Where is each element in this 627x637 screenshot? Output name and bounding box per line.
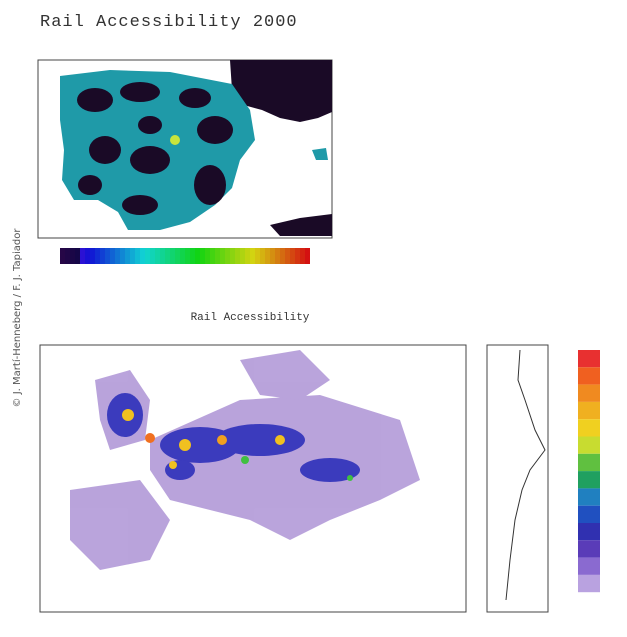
- color-swatch: [190, 248, 195, 264]
- color-swatch: [170, 248, 175, 264]
- color-swatch: [240, 248, 245, 264]
- color-swatch: [225, 248, 230, 264]
- color-swatch: [135, 248, 140, 264]
- color-swatch: [70, 248, 75, 264]
- color-swatch: [578, 402, 600, 419]
- top-map: [38, 60, 332, 238]
- color-swatch: [578, 437, 600, 454]
- side-profile: [487, 345, 548, 612]
- color-swatch: [255, 248, 260, 264]
- color-swatch: [295, 248, 300, 264]
- color-swatch: [140, 248, 145, 264]
- color-swatch: [220, 248, 225, 264]
- color-swatch: [185, 248, 190, 264]
- bottom-map-title: Rail Accessibility: [191, 312, 310, 324]
- color-swatch: [245, 248, 250, 264]
- color-swatch: [578, 540, 600, 557]
- color-swatch: [160, 248, 165, 264]
- color-swatch: [578, 419, 600, 436]
- color-swatch: [260, 248, 265, 264]
- color-swatch: [180, 248, 185, 264]
- credit: © J. Martí-Henneberg / F. J. Tapiador: [11, 228, 23, 408]
- color-swatch: [275, 248, 280, 264]
- color-swatch: [300, 248, 305, 264]
- color-swatch: [125, 248, 130, 264]
- color-swatch: [200, 248, 205, 264]
- color-swatch: [60, 248, 65, 264]
- color-swatch: [195, 248, 200, 264]
- top-map-title: Rail Accessibility 2000: [40, 13, 298, 32]
- profile-frame: [487, 345, 548, 612]
- color-swatch: [230, 248, 235, 264]
- hotspot: [170, 135, 180, 145]
- color-swatch: [65, 248, 70, 264]
- color-swatch: [120, 248, 125, 264]
- color-swatch: [90, 248, 95, 264]
- color-swatch: [290, 248, 295, 264]
- bottom-map: [40, 345, 466, 612]
- color-swatch: [210, 248, 215, 264]
- color-swatch: [85, 248, 90, 264]
- color-swatch: [80, 248, 85, 264]
- color-swatch: [578, 506, 600, 523]
- color-swatch: [578, 488, 600, 505]
- color-swatch: [215, 248, 220, 264]
- color-swatch: [145, 248, 150, 264]
- figure: © J. Martí-Henneberg / F. J. Tapiador Ra…: [0, 0, 627, 637]
- color-swatch: [235, 248, 240, 264]
- color-swatch: [305, 248, 310, 264]
- color-swatch: [578, 523, 600, 540]
- top-colorbar: [60, 248, 310, 264]
- color-swatch: [165, 248, 170, 264]
- color-swatch: [578, 575, 600, 592]
- color-swatch: [578, 471, 600, 488]
- color-swatch: [578, 558, 600, 575]
- color-swatch: [205, 248, 210, 264]
- color-swatch: [578, 454, 600, 471]
- color-swatch: [75, 248, 80, 264]
- legend-colorbar: [578, 350, 600, 592]
- color-swatch: [270, 248, 275, 264]
- color-swatch: [110, 248, 115, 264]
- color-swatch: [95, 248, 100, 264]
- color-swatch: [175, 248, 180, 264]
- color-swatch: [100, 248, 105, 264]
- color-swatch: [265, 248, 270, 264]
- color-swatch: [130, 248, 135, 264]
- color-swatch: [578, 385, 600, 402]
- color-swatch: [285, 248, 290, 264]
- color-swatch: [150, 248, 155, 264]
- color-swatch: [115, 248, 120, 264]
- color-swatch: [280, 248, 285, 264]
- color-swatch: [578, 350, 600, 367]
- color-swatch: [155, 248, 160, 264]
- color-swatch: [105, 248, 110, 264]
- color-swatch: [250, 248, 255, 264]
- color-swatch: [578, 367, 600, 384]
